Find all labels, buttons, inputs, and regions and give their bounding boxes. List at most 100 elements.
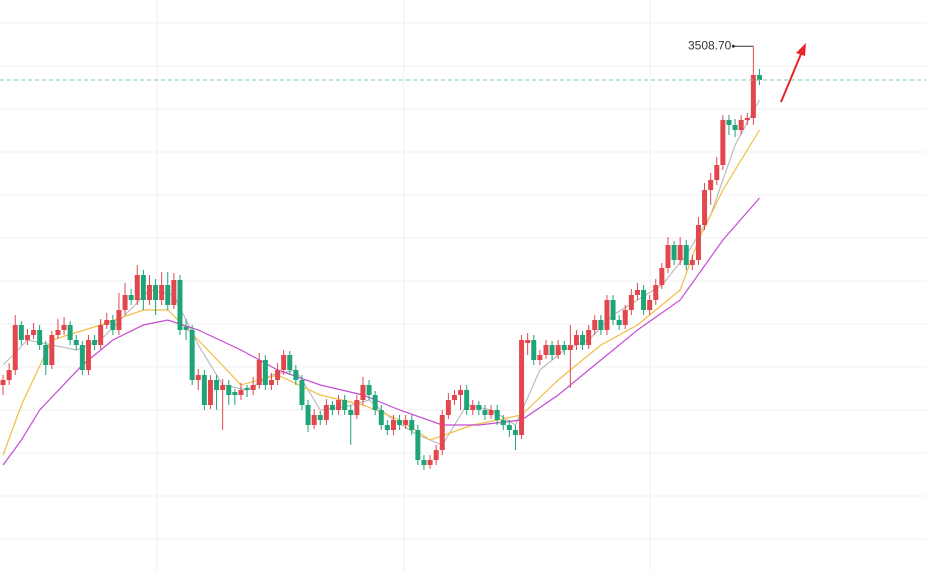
candle-body xyxy=(92,340,98,345)
candle-body xyxy=(201,375,207,405)
candle-body xyxy=(634,290,640,295)
candle-body xyxy=(61,325,67,330)
candle-body xyxy=(293,370,299,380)
candle-body xyxy=(665,245,671,268)
candle-body xyxy=(49,335,55,365)
candle-body xyxy=(525,340,531,343)
candle-body xyxy=(79,345,85,370)
max-label-dot xyxy=(731,44,735,48)
candle-body xyxy=(549,345,555,355)
candle-body xyxy=(409,420,415,430)
candle-body xyxy=(726,120,732,125)
candle-body xyxy=(708,180,714,190)
candle-body xyxy=(299,380,305,405)
candle-body xyxy=(189,330,195,380)
candle-body xyxy=(268,380,274,385)
candle-body xyxy=(390,420,396,430)
candle-body xyxy=(616,320,622,325)
candle-body xyxy=(439,415,445,450)
candle-body xyxy=(232,392,238,395)
candle-body xyxy=(165,285,171,305)
candle-body xyxy=(220,385,226,390)
candle-body xyxy=(146,285,152,300)
candle-body xyxy=(342,400,348,410)
candle-body xyxy=(250,385,256,390)
candle-body xyxy=(677,245,683,260)
candle-body xyxy=(134,275,140,300)
candle-body xyxy=(24,335,30,340)
candle-body xyxy=(494,410,500,420)
candle-body xyxy=(366,385,372,395)
candle-body xyxy=(360,385,366,400)
candle-body xyxy=(85,340,91,370)
candle-body xyxy=(628,295,634,310)
trend-arrow-head xyxy=(796,43,806,56)
candle-body xyxy=(586,330,592,345)
candle-body xyxy=(592,320,598,330)
candle-body xyxy=(598,320,604,330)
candle-body xyxy=(177,280,183,330)
candle-body xyxy=(98,325,104,345)
candle-body xyxy=(31,330,37,335)
candle-body xyxy=(567,345,573,350)
candle-body xyxy=(604,300,610,330)
candle-body xyxy=(104,320,110,325)
candle-body xyxy=(207,380,213,405)
candle-body xyxy=(214,380,220,390)
candle-body xyxy=(336,400,342,410)
candles xyxy=(0,46,762,470)
candle-body xyxy=(55,330,61,335)
candle-body xyxy=(305,405,311,425)
candle-body xyxy=(153,285,159,300)
candle-body xyxy=(256,360,262,385)
candle-body xyxy=(159,285,165,300)
candle-body xyxy=(445,400,451,415)
candle-body xyxy=(610,300,616,320)
candle-body xyxy=(519,340,525,435)
max-label: 3508.70 xyxy=(688,38,732,52)
candle-body xyxy=(275,370,281,380)
candle-body xyxy=(128,295,134,300)
candle-body xyxy=(140,275,146,300)
ma-line xyxy=(2,197,760,466)
candle-body xyxy=(451,395,457,400)
candle-body xyxy=(653,285,659,300)
candle-body xyxy=(317,415,323,420)
candle-body xyxy=(110,320,116,330)
candle-body xyxy=(378,410,384,425)
candle-body xyxy=(403,420,409,425)
candle-body xyxy=(622,310,628,325)
candle-body xyxy=(421,460,427,465)
candle-body xyxy=(561,345,567,350)
candle-body xyxy=(311,415,317,425)
candle-body xyxy=(415,430,421,460)
candle-body xyxy=(512,430,518,435)
candle-body xyxy=(354,400,360,415)
candle-body xyxy=(732,125,738,130)
candle-body xyxy=(122,295,128,310)
candle-body xyxy=(329,405,335,410)
candle-body xyxy=(714,165,720,180)
candle-body xyxy=(750,75,756,118)
candle-body xyxy=(543,345,549,355)
candle-body xyxy=(348,410,354,415)
candle-body xyxy=(226,385,232,395)
candle-body xyxy=(281,355,287,370)
candle-body xyxy=(0,380,6,385)
candle-body xyxy=(683,245,689,265)
candle-body xyxy=(433,450,439,460)
candle-body xyxy=(506,425,512,430)
candle-body xyxy=(427,460,433,465)
candle-body xyxy=(470,405,476,410)
candle-body xyxy=(702,190,708,225)
candle-body xyxy=(580,335,586,345)
candle-body xyxy=(641,290,647,310)
candle-body xyxy=(323,405,329,420)
candle-body xyxy=(397,420,403,425)
candle-body xyxy=(573,335,579,345)
candle-body xyxy=(537,355,543,360)
candle-body xyxy=(18,325,24,340)
candle-body xyxy=(659,268,665,285)
candle-body xyxy=(482,410,488,415)
